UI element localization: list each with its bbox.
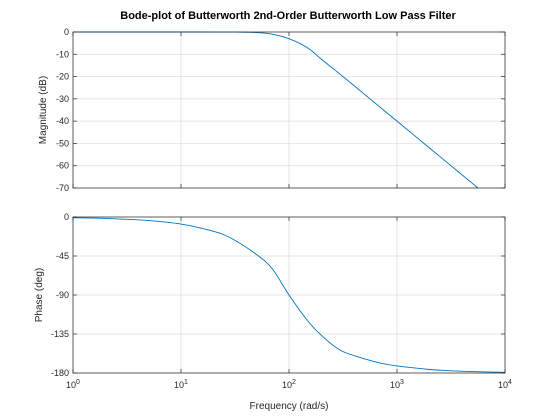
magnitude-grid bbox=[72, 31, 506, 189]
magnitude-y-tick-label: -40 bbox=[56, 116, 69, 126]
x-tick-label: 102 bbox=[282, 379, 296, 390]
phase-ylabel: Phase (deg) bbox=[34, 268, 45, 322]
magnitude-y-tick-label: -50 bbox=[56, 138, 69, 148]
x-tick-label: 100 bbox=[66, 379, 80, 390]
phase-y-tick-label: 0 bbox=[64, 212, 69, 222]
magnitude-panel: 0 -10 -20 -30 -40 -50 -60 -70 Magnitude (dB) bbox=[38, 27, 506, 193]
magnitude-y-tick-label: -70 bbox=[56, 183, 69, 193]
x-tick-label: 103 bbox=[390, 379, 404, 390]
chart-title: Bode-plot of Butterworth 2nd-Order Butte… bbox=[120, 10, 456, 22]
x-tick-label: 101 bbox=[174, 379, 188, 390]
x-tick-labels: 100 101 102 103 104 bbox=[66, 379, 512, 390]
magnitude-y-tick-label: -60 bbox=[56, 161, 69, 171]
phase-ticks: 0 -45 -90 -135 -180 bbox=[51, 212, 506, 378]
magnitude-y-tick-label: -20 bbox=[56, 72, 69, 82]
magnitude-ticks: 0 -10 -20 -30 -40 -50 -60 -70 bbox=[56, 27, 506, 193]
x-axis-label: Frequency (rad/s) bbox=[250, 401, 329, 412]
magnitude-y-tick-label: -10 bbox=[56, 49, 69, 59]
magnitude-series-line bbox=[72, 31, 479, 189]
magnitude-y-tick-label: 0 bbox=[64, 27, 69, 37]
x-tick-label: 104 bbox=[498, 379, 512, 390]
phase-y-tick-label: -45 bbox=[56, 251, 69, 261]
phase-panel: 0 -45 -90 -135 -180 Phase (deg) bbox=[34, 212, 506, 378]
phase-y-tick-label: -180 bbox=[51, 368, 69, 378]
magnitude-y-tick-label: -30 bbox=[56, 94, 69, 104]
magnitude-ylabel: Magnitude (dB) bbox=[38, 76, 49, 144]
phase-y-tick-label: -135 bbox=[51, 329, 69, 339]
phase-y-tick-label: -90 bbox=[56, 290, 69, 300]
phase-series-line bbox=[72, 217, 506, 373]
